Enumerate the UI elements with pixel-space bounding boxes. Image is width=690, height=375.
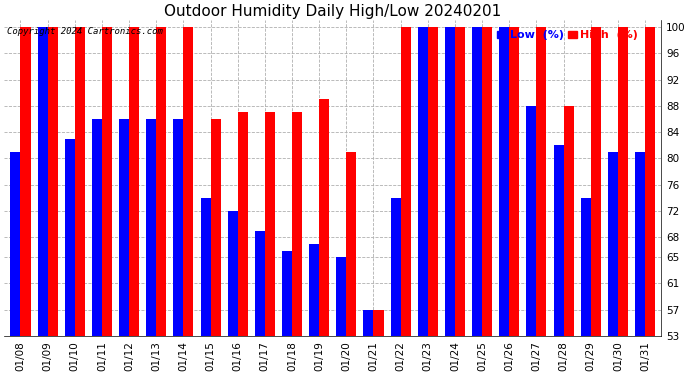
Bar <box>526 106 536 336</box>
Bar <box>265 112 275 336</box>
Bar <box>645 27 655 336</box>
Bar <box>210 119 221 336</box>
Bar <box>319 99 329 336</box>
Bar <box>92 119 102 336</box>
Bar <box>635 152 645 336</box>
Bar <box>336 257 346 336</box>
Bar <box>102 27 112 336</box>
Bar <box>455 27 465 336</box>
Bar <box>238 112 248 336</box>
Bar <box>10 152 21 336</box>
Bar <box>618 27 628 336</box>
Bar <box>391 198 401 336</box>
Bar <box>591 27 601 336</box>
Bar <box>608 152 618 336</box>
Bar <box>417 27 428 336</box>
Bar <box>536 27 546 336</box>
Bar <box>482 27 492 336</box>
Bar <box>364 310 373 336</box>
Bar <box>184 27 193 336</box>
Bar <box>48 27 58 336</box>
Bar <box>119 119 129 336</box>
Bar <box>428 27 438 336</box>
Legend: Low  (%), High  (%): Low (%), High (%) <box>493 26 642 45</box>
Bar <box>445 27 455 336</box>
Bar <box>37 27 48 336</box>
Bar <box>21 27 30 336</box>
Bar <box>156 27 166 336</box>
Bar <box>553 146 564 336</box>
Title: Outdoor Humidity Daily High/Low 20240201: Outdoor Humidity Daily High/Low 20240201 <box>164 4 502 19</box>
Bar <box>401 27 411 336</box>
Bar <box>146 119 156 336</box>
Bar <box>309 244 319 336</box>
Bar <box>282 251 292 336</box>
Bar <box>255 231 265 336</box>
Bar <box>373 310 384 336</box>
Bar <box>65 139 75 336</box>
Bar <box>173 119 184 336</box>
Bar <box>346 152 356 336</box>
Bar <box>500 27 509 336</box>
Bar <box>509 27 520 336</box>
Bar <box>472 27 482 336</box>
Bar <box>228 211 238 336</box>
Bar <box>75 27 85 336</box>
Bar <box>292 112 302 336</box>
Bar <box>129 27 139 336</box>
Bar <box>564 106 573 336</box>
Bar <box>201 198 210 336</box>
Bar <box>581 198 591 336</box>
Text: Copyright 2024 Cartronics.com: Copyright 2024 Cartronics.com <box>8 27 164 36</box>
